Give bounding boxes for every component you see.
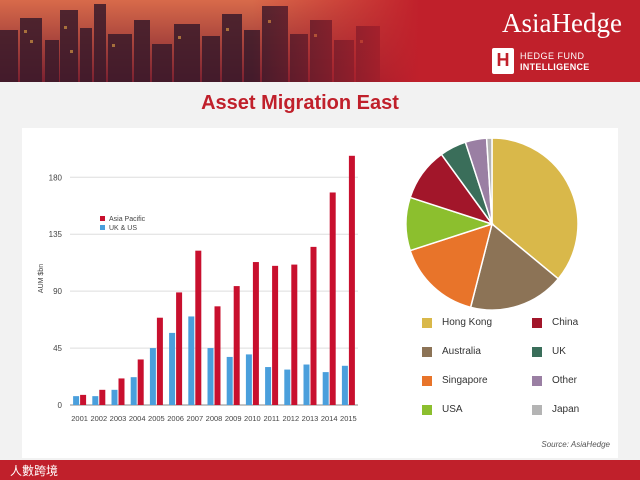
legend-label: Australia — [442, 346, 481, 357]
bar-asia-pacific — [252, 262, 259, 405]
legend-label: Japan — [552, 404, 580, 415]
bar-uk-us — [265, 367, 272, 405]
city-skyline-image — [0, 0, 420, 82]
x-tick-label: 2006 — [167, 414, 184, 423]
bar-uk-us — [284, 369, 291, 405]
legend-swatch — [422, 347, 432, 357]
x-tick-label: 2012 — [282, 414, 299, 423]
x-tick-label: 2014 — [321, 414, 338, 423]
y-axis-label: AUM $bn — [38, 264, 45, 293]
bar-uk-us — [188, 316, 195, 405]
footer-bar: 人數跨境 — [0, 460, 640, 480]
bar-asia-pacific — [137, 359, 144, 405]
y-tick-label: 0 — [58, 401, 63, 410]
bar-asia-pacific — [176, 292, 183, 405]
bar-asia-pacific — [310, 246, 317, 405]
bar-asia-pacific — [214, 306, 221, 405]
legend-label: Singapore — [442, 375, 488, 386]
x-tick-label: 2004 — [129, 414, 146, 423]
y-tick-label: 90 — [53, 287, 62, 296]
pie-legend: Hong Kong China Australia UK Singapore Other U… — [422, 317, 618, 428]
watermark-text: 人數跨境 — [10, 464, 59, 478]
pie-slice-hong-kong — [491, 137, 579, 280]
legend-label: USA — [442, 404, 463, 415]
x-tick-label: 2013 — [302, 414, 319, 423]
bar-uk-us — [303, 364, 310, 405]
bar-asia-pacific — [156, 317, 163, 405]
legend-label: UK & US — [109, 225, 137, 232]
legend-swatch — [532, 318, 542, 328]
sub-brand-line1: HEDGE FUND — [520, 51, 585, 61]
legend-label: China — [552, 317, 579, 328]
bar-uk-us — [149, 348, 156, 405]
bar-uk-us — [341, 365, 348, 405]
pie-slice-singapore — [409, 222, 494, 309]
legend-swatch — [100, 216, 105, 221]
x-tick-label: 2009 — [225, 414, 242, 423]
bar-uk-us — [207, 348, 214, 405]
bar-asia-pacific — [329, 192, 336, 405]
bar-asia-pacific — [348, 155, 355, 405]
header-banner: AsiaHedge H HEDGE FUND INTELLIGENCE — [0, 0, 640, 82]
legend-swatch — [100, 225, 105, 230]
x-tick-label: 2005 — [148, 414, 165, 423]
x-tick-label: 2010 — [244, 414, 261, 423]
legend-label: Hong Kong — [442, 317, 493, 328]
bar-uk-us — [226, 356, 233, 405]
x-tick-label: 2003 — [110, 414, 127, 423]
legend-swatch — [532, 405, 542, 415]
x-tick-label: 2001 — [71, 414, 88, 423]
bar-uk-us — [73, 396, 80, 405]
pie-slice-japan — [485, 137, 493, 225]
bar-asia-pacific — [118, 378, 125, 405]
bar-uk-us — [130, 377, 137, 405]
bar-asia-pacific — [80, 394, 87, 405]
brand-name: AsiaHedge — [502, 8, 622, 38]
source-note: Source: AsiaHedge — [541, 440, 610, 449]
sub-brand-line2: INTELLIGENCE — [520, 62, 590, 72]
brand-logo: AsiaHedge H HEDGE FUND INTELLIGENCE — [456, 4, 626, 80]
bar-uk-us — [92, 396, 99, 405]
hfi-logo-icon: H — [492, 48, 514, 74]
legend-swatch — [422, 405, 432, 415]
y-tick-label: 180 — [49, 173, 63, 182]
legend-swatch — [532, 347, 542, 357]
y-tick-label: 135 — [49, 230, 63, 239]
bar-uk-us — [169, 332, 176, 405]
legend-label: UK — [552, 346, 566, 357]
x-tick-label: 2015 — [340, 414, 357, 423]
bar-uk-us — [111, 389, 118, 405]
bar-asia-pacific — [99, 389, 106, 405]
x-tick-label: 2008 — [206, 414, 223, 423]
bar-uk-us — [245, 354, 252, 405]
x-tick-label: 2011 — [264, 414, 280, 423]
x-tick-label: 2002 — [90, 414, 107, 423]
bar-asia-pacific — [291, 264, 298, 405]
bar-asia-pacific — [272, 265, 279, 405]
page-title: Asset Migration East — [201, 92, 399, 114]
pie-slice-australia — [469, 222, 560, 311]
chart-panel: 0 45 90 135 180 AUM $bn 2001 2002 2003 2004 2005 20… — [22, 128, 618, 458]
x-tick-label: 2007 — [186, 414, 203, 423]
legend-swatch — [532, 376, 542, 386]
legend-label: Other — [552, 375, 578, 386]
bar-asia-pacific — [233, 286, 240, 405]
legend-swatch — [422, 318, 432, 328]
asset-location-pie-chart — [405, 137, 579, 311]
legend-swatch — [422, 376, 432, 386]
y-tick-label: 45 — [53, 344, 62, 353]
bar-uk-us — [322, 372, 329, 405]
legend-label: Asia Pacific — [109, 216, 146, 223]
bar-asia-pacific — [195, 250, 202, 405]
